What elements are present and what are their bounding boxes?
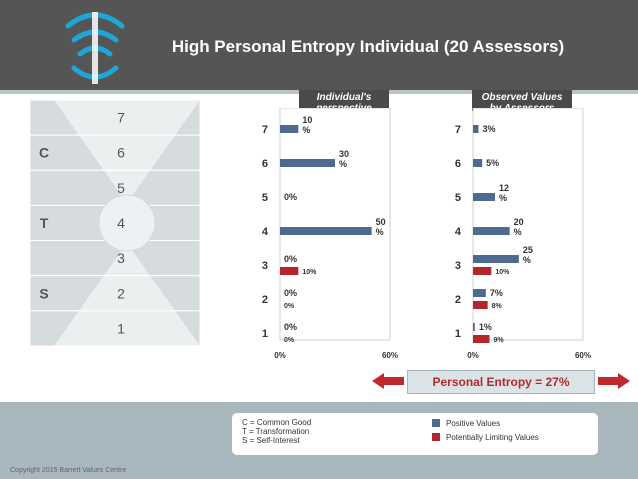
- category-label-1: 1: [262, 328, 268, 340]
- category-label-7: 7: [455, 124, 461, 136]
- entropy-box: Personal Entropy = 27%: [407, 370, 595, 394]
- category-label-4: 4: [262, 226, 269, 238]
- data-label-limiting-3: 10%: [495, 269, 510, 276]
- level-number-2: 2: [117, 285, 125, 301]
- category-label-3: 3: [262, 260, 268, 272]
- bar-limiting-1: [473, 335, 490, 343]
- legend-def-t: T = Transformation: [242, 427, 310, 436]
- limiting-swatch: [432, 433, 440, 441]
- plot-area: [279, 108, 391, 341]
- logo-icon: [65, 12, 125, 84]
- level-number-5: 5: [117, 180, 125, 196]
- category-label-2: 2: [262, 294, 268, 306]
- bar-positive-7: [473, 125, 479, 133]
- category-label-4: 4: [455, 226, 462, 238]
- data-label-positive-4: %: [376, 227, 384, 237]
- category-label-6: 6: [455, 158, 461, 170]
- category-label-5: 5: [262, 192, 268, 204]
- legend-limiting: Potentially Limiting Values: [446, 433, 539, 442]
- level-number-7: 7: [117, 110, 125, 126]
- category-label-2: 2: [455, 294, 461, 306]
- data-label-positive-3: %: [523, 255, 531, 265]
- data-label-positive-5: 12: [499, 183, 509, 193]
- category-label-7: 7: [262, 124, 268, 136]
- data-label-positive-6: 5%: [486, 158, 499, 168]
- x-tick-min: 0%: [467, 351, 479, 360]
- lower-triangle: [54, 243, 200, 346]
- bar-limiting-3: [473, 267, 492, 275]
- upper-triangle: [54, 100, 200, 203]
- group-label-s: S: [39, 285, 48, 301]
- category-label-6: 6: [262, 158, 268, 170]
- bar-limiting-2: [473, 301, 488, 309]
- data-label-positive-2: 7%: [490, 288, 503, 298]
- bar-positive-4: [473, 227, 510, 235]
- bar-positive-1: [473, 323, 475, 331]
- data-label-positive-7: 10: [302, 115, 312, 125]
- group-label-t: T: [40, 215, 49, 231]
- data-label-limiting-1: 9%: [494, 337, 505, 344]
- data-label-limiting-2: 8%: [492, 303, 503, 310]
- legend-def-s: S = Self-Interest: [242, 436, 300, 445]
- group-label-c: C: [39, 145, 49, 161]
- bar-positive-6: [280, 159, 335, 167]
- copyright: Copyright 2015 Barrett Values Centre: [10, 467, 127, 474]
- page-title: High Personal Entropy Individual (20 Ass…: [171, 37, 565, 56]
- data-label-positive-7: %: [302, 125, 310, 135]
- legend-box: C = Common Good T = Transformation S = S…: [232, 413, 598, 455]
- data-label-positive-7: 3%: [483, 124, 496, 134]
- bar-positive-6: [473, 159, 483, 167]
- data-label-limiting-2: 0%: [284, 303, 295, 310]
- x-tick-max: 60%: [575, 351, 591, 360]
- center-circle: [98, 194, 156, 252]
- x-tick-min: 0%: [274, 351, 286, 360]
- left-arrow-icon: [372, 373, 404, 389]
- data-label-positive-6: 30: [339, 149, 349, 159]
- bar-positive-5: [473, 193, 495, 201]
- data-label-positive-6: %: [339, 159, 347, 169]
- bar-positive-4: [280, 227, 372, 235]
- data-label-positive-5: %: [499, 193, 507, 203]
- chart-assessors: 7 3% 6 5% 5 12% 4 20% 3 25% 10% 2 7% 8% 1 1%9% 0% 60%: [455, 108, 591, 360]
- category-label-3: 3: [455, 260, 461, 272]
- data-label-limiting-1: 0%: [284, 337, 295, 344]
- bar-positive-3: [473, 255, 519, 263]
- data-label-positive-1: 0%: [284, 322, 297, 332]
- legend-def-c: C = Common Good: [242, 418, 312, 427]
- data-label-positive-3: 25: [523, 245, 533, 255]
- bar-positive-7: [280, 125, 299, 133]
- bar-positive-2: [473, 289, 486, 297]
- data-label-positive-4: 50: [376, 217, 386, 227]
- level-number-6: 6: [117, 145, 125, 161]
- data-label-positive-3: 0%: [284, 254, 297, 264]
- data-label-positive-5: 0%: [284, 192, 297, 202]
- data-label-limiting-3: 10%: [302, 269, 317, 276]
- level-number-4: 4: [117, 215, 125, 231]
- levels-panel: 7 6 5 4 3 2 1 C T S: [30, 99, 200, 347]
- data-label-positive-4: 20: [514, 217, 524, 227]
- positive-swatch: [432, 419, 440, 427]
- data-label-positive-1: 1%: [479, 322, 492, 332]
- legend-positive: Positive Values: [446, 419, 501, 428]
- chart1-header-line1: Individual's: [316, 92, 372, 103]
- plot-area: [472, 108, 584, 341]
- category-label-5: 5: [455, 192, 461, 204]
- level-number-1: 1: [117, 320, 125, 336]
- data-label-positive-4: %: [514, 227, 522, 237]
- bar-limiting-3: [280, 267, 299, 275]
- data-label-positive-2: 0%: [284, 288, 297, 298]
- chart-individual: 710%630%5 0%450%30%10%20%0%10%0%0% 60%: [262, 108, 398, 360]
- level-number-3: 3: [117, 250, 125, 266]
- right-arrow-icon: [598, 373, 630, 389]
- chart2-header-line1: Observed Values: [481, 92, 563, 103]
- category-label-1: 1: [455, 328, 461, 340]
- x-tick-max: 60%: [382, 351, 398, 360]
